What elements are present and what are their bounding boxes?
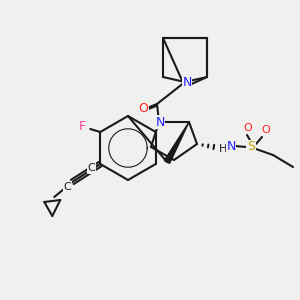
Text: F: F (79, 121, 86, 134)
Text: C: C (87, 163, 95, 173)
Text: N: N (155, 116, 165, 128)
Polygon shape (164, 122, 189, 164)
Text: H: H (219, 144, 227, 154)
Text: O: O (262, 125, 270, 135)
Text: C: C (63, 182, 71, 192)
Text: N: N (182, 76, 192, 89)
Text: N: N (226, 140, 236, 152)
Text: S: S (247, 140, 255, 154)
Text: O: O (138, 103, 148, 116)
Text: O: O (244, 123, 252, 133)
